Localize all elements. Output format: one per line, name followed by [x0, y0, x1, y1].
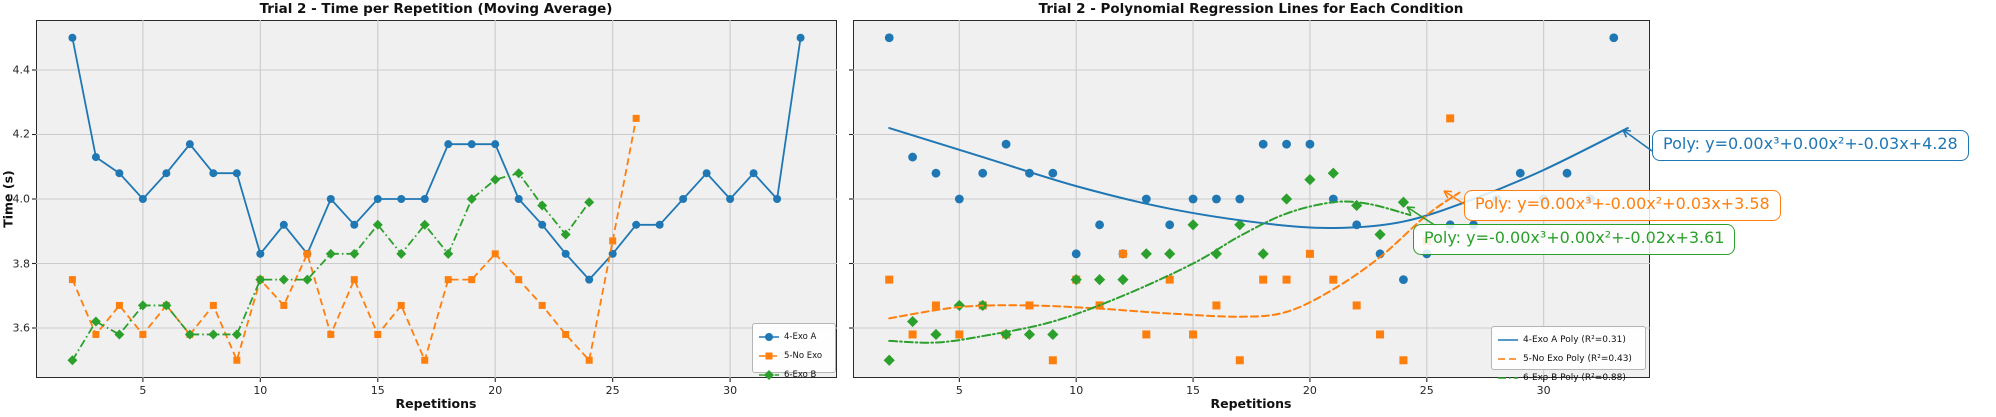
- left-chart-legend[interactable]: 4-Exo A 5-No Exo 6-Exo B: [752, 323, 836, 380]
- legend-item-5-no-exo-poly: 5-No Exo Poly (R²=0.43): [1498, 349, 1638, 368]
- legend-item-4-exo-a: 4-Exo A: [759, 327, 828, 346]
- line-sample-orange: [1498, 349, 1518, 368]
- legend-item-6-exo-b-poly: 6-Exo B Poly (R²=0.88): [1498, 368, 1638, 387]
- legend-label: 5-No Exo Poly (R²=0.43): [1523, 353, 1632, 364]
- legend-item-4-exo-a-poly: 4-Exo A Poly (R²=0.31): [1498, 330, 1638, 349]
- legend-item-5-no-exo: 5-No Exo: [759, 346, 828, 365]
- legend-item-6-exo-b: 6-Exo B: [759, 365, 828, 384]
- poly-equation-annotation-blue: Poly: y=0.00x³+0.00x²+-0.03x+4.28: [1652, 130, 1969, 161]
- y-tick-label: 4.0: [12, 192, 31, 206]
- x-tick-label: 30: [723, 384, 738, 397]
- legend-label: 4-Exo A: [784, 331, 817, 342]
- x-tick-label: 10: [253, 384, 268, 397]
- y-tick-label: 4.2: [12, 127, 31, 141]
- x-tick-label: 25: [1419, 384, 1434, 397]
- line-marker-sample-blue: [759, 327, 779, 346]
- left-chart-canvas: [36, 20, 837, 378]
- left-x-axis-label: Repetitions: [395, 396, 477, 411]
- x-tick-label: 20: [488, 384, 503, 397]
- x-tick-label: 20: [1302, 384, 1317, 397]
- right-x-axis-label: Repetitions: [1210, 396, 1292, 411]
- left-chart-title: Trial 2 - Time per Repetition (Moving Av…: [259, 1, 613, 17]
- x-tick-label: 15: [1186, 384, 1201, 397]
- x-tick-label: 10: [1069, 384, 1084, 397]
- legend-label: 4-Exo A Poly (R²=0.31): [1523, 334, 1626, 345]
- line-sample-green: [1498, 368, 1518, 387]
- x-tick-label: 25: [605, 384, 620, 397]
- y-tick-label: 3.8: [12, 257, 31, 270]
- legend-label: 6-Exo B: [784, 369, 817, 380]
- x-tick-label: 5: [955, 384, 963, 397]
- y-tick-label: 3.6: [12, 321, 31, 335]
- y-tick-label: 4.4: [12, 63, 31, 77]
- x-tick-label: 5: [139, 384, 147, 397]
- line-marker-sample-green: [759, 365, 779, 384]
- poly-equation-annotation-green: Poly: y=-0.00x³+0.00x²+-0.02x+3.61: [1413, 224, 1736, 255]
- x-tick-label: 15: [370, 384, 385, 397]
- poly-equation-annotation-orange: Poly: y=0.00x³+-0.00x²+0.03x+3.58: [1464, 190, 1781, 221]
- right-chart-title: Trial 2 - Polynomial Regression Lines fo…: [1038, 1, 1464, 17]
- x-tick-label: 30: [1536, 384, 1551, 397]
- right-chart-legend[interactable]: 4-Exo A Poly (R²=0.31) 5-No Exo Poly (R²…: [1491, 326, 1646, 383]
- line-marker-sample-orange: [759, 346, 779, 365]
- legend-label: 5-No Exo: [784, 350, 823, 361]
- legend-label: 6-Exo B Poly (R²=0.88): [1523, 372, 1626, 383]
- line-sample-blue: [1498, 330, 1518, 349]
